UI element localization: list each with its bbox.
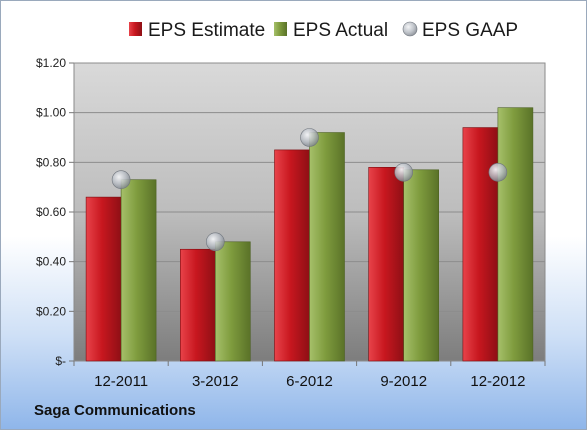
bar-eps-estimate xyxy=(368,167,405,362)
point-eps-gaap xyxy=(488,162,508,182)
y-axis: $- $0.20 $0.40 $0.60 $0.80 $1.00 $1.20 xyxy=(36,56,74,368)
bar-eps-actual xyxy=(309,132,345,362)
y-tick-label: $0.80 xyxy=(36,155,66,169)
y-tick-label: $1.00 xyxy=(36,106,66,120)
point-eps-gaap xyxy=(206,232,225,252)
x-axis: 12-2011 3-2012 6-2012 9-2012 12-2012 xyxy=(73,361,546,390)
x-tick-label: 6-2012 xyxy=(286,373,333,390)
bar-eps-actual xyxy=(497,107,534,362)
bar-eps-actual xyxy=(403,169,440,362)
y-tick-label: $0.60 xyxy=(36,205,66,219)
x-tick-label: 9-2012 xyxy=(380,373,427,390)
legend-label: EPS GAAP xyxy=(422,20,518,41)
point-eps-gaap xyxy=(111,170,131,190)
y-tick-label: $0.20 xyxy=(36,304,66,318)
legend: EPS Estimate EPS Actual EPS GAAP xyxy=(129,20,518,41)
bar-eps-estimate xyxy=(180,248,216,362)
legend-swatch xyxy=(274,22,287,36)
bars xyxy=(85,107,534,362)
bar-eps-estimate xyxy=(274,149,310,362)
point-eps-gaap xyxy=(394,162,414,182)
x-tick-label: 3-2012 xyxy=(192,373,239,390)
bar-eps-actual xyxy=(120,179,157,362)
y-tick-label: $1.20 xyxy=(36,56,66,70)
legend-swatch xyxy=(402,21,418,37)
point-eps-gaap xyxy=(300,128,319,147)
y-tick-label: $0.40 xyxy=(36,255,66,269)
legend-swatch xyxy=(129,22,142,36)
legend-label: EPS Estimate xyxy=(148,20,265,41)
gaap-points xyxy=(111,128,508,252)
company-name: Saga Communications xyxy=(34,402,196,419)
x-tick-label: 12-2011 xyxy=(94,373,148,390)
bar-eps-actual xyxy=(215,241,251,362)
y-tick-label: $- xyxy=(55,354,66,368)
x-tick-label: 12-2012 xyxy=(470,373,525,390)
bar-eps-estimate xyxy=(85,196,122,362)
legend-label: EPS Actual xyxy=(293,20,388,41)
bar-eps-estimate xyxy=(462,127,499,362)
